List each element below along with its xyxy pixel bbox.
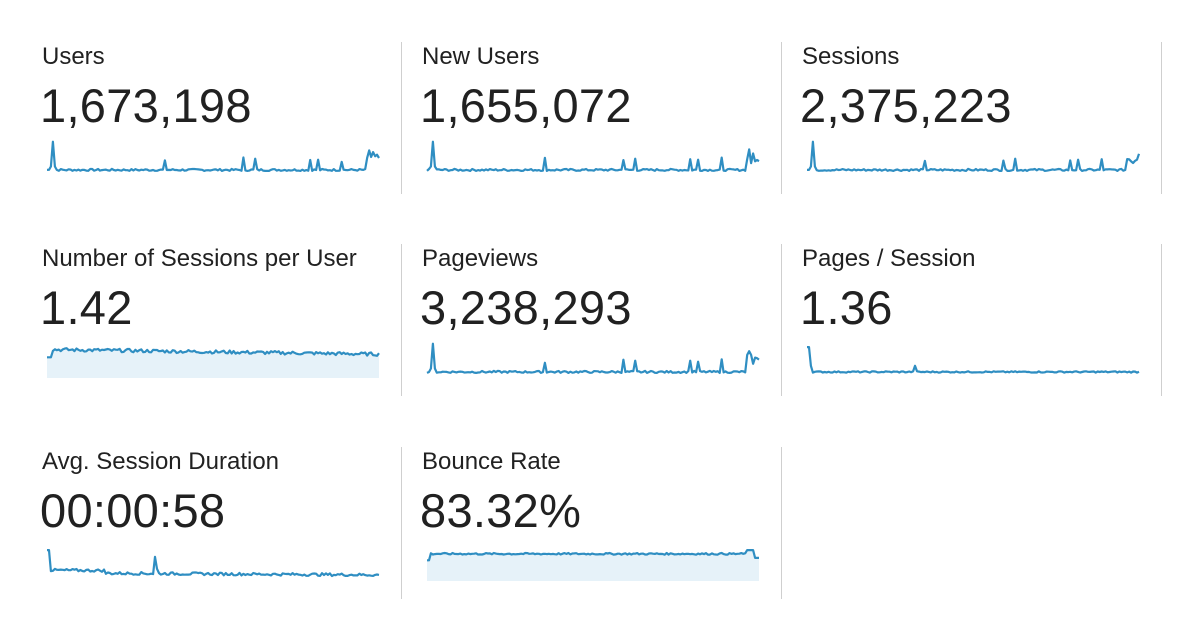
column-divider bbox=[1161, 42, 1162, 194]
metric-label: Avg. Session Duration bbox=[42, 448, 280, 475]
metric-pages-per-session[interactable]: Pages / Session 1.36 bbox=[800, 244, 1142, 404]
metric-label: Number of Sessions per User bbox=[42, 245, 357, 272]
metric-label: Users bbox=[42, 43, 105, 70]
metric-sessions[interactable]: Sessions 2,375,223 bbox=[800, 42, 1142, 202]
sparkline-users bbox=[46, 140, 380, 172]
column-divider bbox=[781, 244, 782, 396]
sparkline-area bbox=[47, 348, 379, 378]
metric-value: 00:00:58 bbox=[40, 484, 226, 537]
metric-sessions-per-user[interactable]: Number of Sessions per User 1.42 bbox=[40, 244, 382, 404]
column-divider bbox=[401, 447, 402, 599]
metric-users[interactable]: Users 1,673,198 bbox=[40, 42, 382, 202]
metric-value: 1,655,072 bbox=[420, 79, 632, 132]
metric-value: 2,375,223 bbox=[800, 79, 1012, 132]
sparkline-pageviews bbox=[426, 342, 760, 374]
metric-label: Pages / Session bbox=[802, 245, 976, 272]
sparkline-bounce-rate bbox=[427, 549, 759, 581]
sparkline-line bbox=[426, 140, 760, 172]
metric-label: Bounce Rate bbox=[422, 448, 561, 475]
metric-avg-session-duration[interactable]: Avg. Session Duration 00:00:58 bbox=[40, 447, 382, 607]
sparkline-line bbox=[426, 342, 760, 374]
sparkline-area bbox=[427, 550, 759, 581]
sparkline-sessions-per-user bbox=[47, 347, 380, 378]
sparkline-line bbox=[807, 346, 1140, 374]
column-divider bbox=[401, 244, 402, 396]
metric-value: 1,673,198 bbox=[40, 79, 252, 132]
column-divider bbox=[781, 447, 782, 599]
sparkline-line bbox=[47, 549, 380, 578]
sparkline-line bbox=[47, 347, 380, 359]
column-divider bbox=[401, 42, 402, 194]
sparkline-line bbox=[427, 549, 759, 562]
metric-label: Pageviews bbox=[422, 245, 539, 272]
sparkline-line bbox=[46, 140, 380, 172]
metric-value: 3,238,293 bbox=[420, 281, 632, 334]
sparkline-pages-per-session bbox=[807, 346, 1140, 374]
metric-value: 1.36 bbox=[800, 281, 893, 334]
column-divider bbox=[781, 42, 782, 194]
metric-new-users[interactable]: New Users 1,655,072 bbox=[420, 42, 762, 202]
sparkline-line bbox=[807, 140, 1141, 172]
metric-value: 83.32% bbox=[420, 484, 582, 537]
sparkline-new-users bbox=[426, 140, 760, 172]
metric-value: 1.42 bbox=[40, 281, 133, 334]
metric-label: New Users bbox=[422, 43, 540, 70]
column-divider bbox=[1161, 244, 1162, 396]
metric-label: Sessions bbox=[802, 43, 900, 70]
sparkline-sessions bbox=[807, 140, 1141, 172]
metric-pageviews[interactable]: Pageviews 3,238,293 bbox=[420, 244, 762, 404]
metric-bounce-rate[interactable]: Bounce Rate 83.32% bbox=[420, 447, 762, 607]
sparkline-avg-session-duration bbox=[47, 549, 380, 578]
